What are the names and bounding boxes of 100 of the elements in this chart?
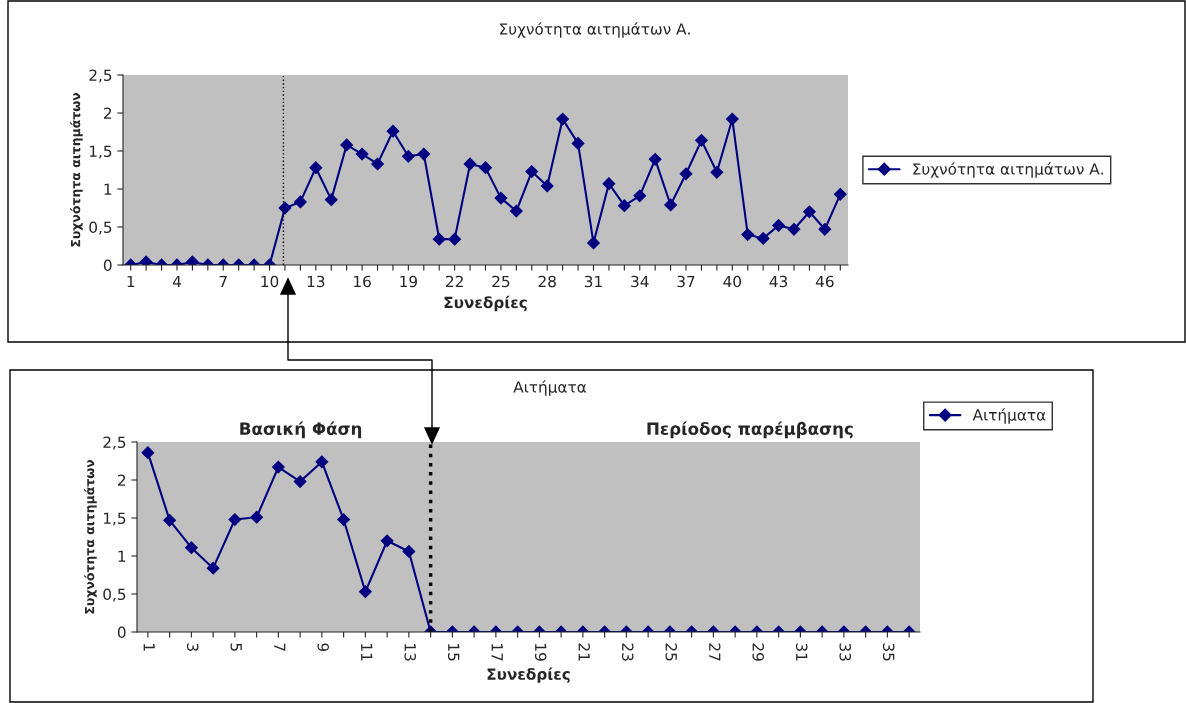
point [633,189,647,203]
point [463,157,477,171]
x-tick-label: 34 [631,275,649,288]
x-tick-label: 15 [447,644,460,661]
point [141,446,155,460]
point [571,136,585,150]
point [315,455,329,469]
point [494,191,508,205]
point [206,561,220,575]
point [833,187,847,201]
y-axis-title: Συχνότητα αιτημάτων [84,459,97,614]
point [163,513,177,527]
x-tick-label: 40 [723,275,742,288]
y-tick-label: 0,5 [103,588,126,602]
x-tick-label: 31 [795,643,808,661]
y-tick-label: 1 [104,183,112,195]
x-tick-label: 31 [584,275,602,288]
point [355,147,369,161]
point [278,201,292,215]
y-tick-label: 2 [103,107,112,119]
x-tick-label: 22 [446,275,463,288]
x-tick-label: 21 [578,643,590,661]
x-tick-label: 10 [261,275,279,288]
y-tick-label: 2,5 [89,69,112,83]
text: Περίοδος παρέμβασης [647,421,853,439]
y-tick-label: 2,5 [103,436,126,450]
x-tick-label: 7 [274,643,286,651]
x-tick-label: 5 [230,643,242,651]
x-tick-label: 13 [307,275,325,288]
point [509,204,523,218]
chart-title: Συχνότητα αιτημάτων Α. [500,22,690,38]
point [293,195,307,209]
point [679,167,693,181]
point [448,232,462,246]
legend-label: Αιτήματα [972,408,1046,424]
x-tick-label: 19 [534,644,547,661]
x-tick-label: 33 [839,643,851,661]
point [380,534,394,548]
point [139,255,153,265]
x-tick-label: 29 [752,643,764,661]
y-tick-label: 0,5 [89,221,112,235]
point [184,541,198,555]
y-tick-label: 2 [117,474,126,486]
chart-title: Αιτήματα [513,380,587,396]
x-tick-label: 4 [172,275,181,288]
point [710,165,724,179]
point [371,157,384,171]
y-tick-label: 1,5 [103,512,126,526]
y-tick-label: 1,5 [89,145,112,159]
x-tick-label: 16 [354,275,371,288]
x-tick-label: 43 [769,275,788,288]
x-tick-label: 37 [677,275,695,288]
x-tick-label: 11 [361,644,373,661]
x-tick-label: 1 [127,275,135,288]
point [293,475,307,488]
point [525,165,539,178]
point [417,147,431,161]
point [402,545,416,558]
point [401,149,415,163]
x-tick-label: 19 [400,275,418,288]
point [695,133,708,147]
point [556,112,570,126]
point [818,222,832,236]
x-axis-title: Συνεδρίες [487,667,570,683]
point [741,228,755,242]
x-tick-label: 23 [621,643,634,661]
point [324,193,338,207]
point [664,198,678,212]
x-tick-label: 35 [882,643,895,661]
point [587,236,600,250]
point [787,222,801,236]
point [337,513,351,526]
point [186,255,199,265]
y-tick-label: 0 [103,259,112,272]
y-axis-title: Συχνότητα αιτημάτων [70,92,83,247]
point [340,138,354,152]
point [479,161,492,175]
point [540,179,554,193]
y-tick-label: 0 [117,626,126,639]
x-tick-label: 9 [317,643,329,652]
x-tick-label: 1 [143,644,155,651]
point [309,161,323,175]
point [271,460,285,474]
point [602,177,616,191]
point [228,513,242,526]
x-tick-label: 3 [186,643,199,651]
point [756,231,770,245]
point [432,232,446,246]
point [725,112,739,126]
y-tick-label: 1 [118,550,126,562]
x-tick-label: 46 [815,275,834,288]
point [386,124,400,138]
x-tick-label: 7 [219,275,227,288]
text: Βασική Φάση [240,421,362,439]
point [250,510,264,524]
point [617,199,631,213]
x-axis-title: Συνεδρίες [444,295,527,312]
legend-label: Συχνότητα αιτημάτων Α. [913,162,1103,178]
x-tick-label: 25 [492,275,510,288]
point [772,219,785,232]
